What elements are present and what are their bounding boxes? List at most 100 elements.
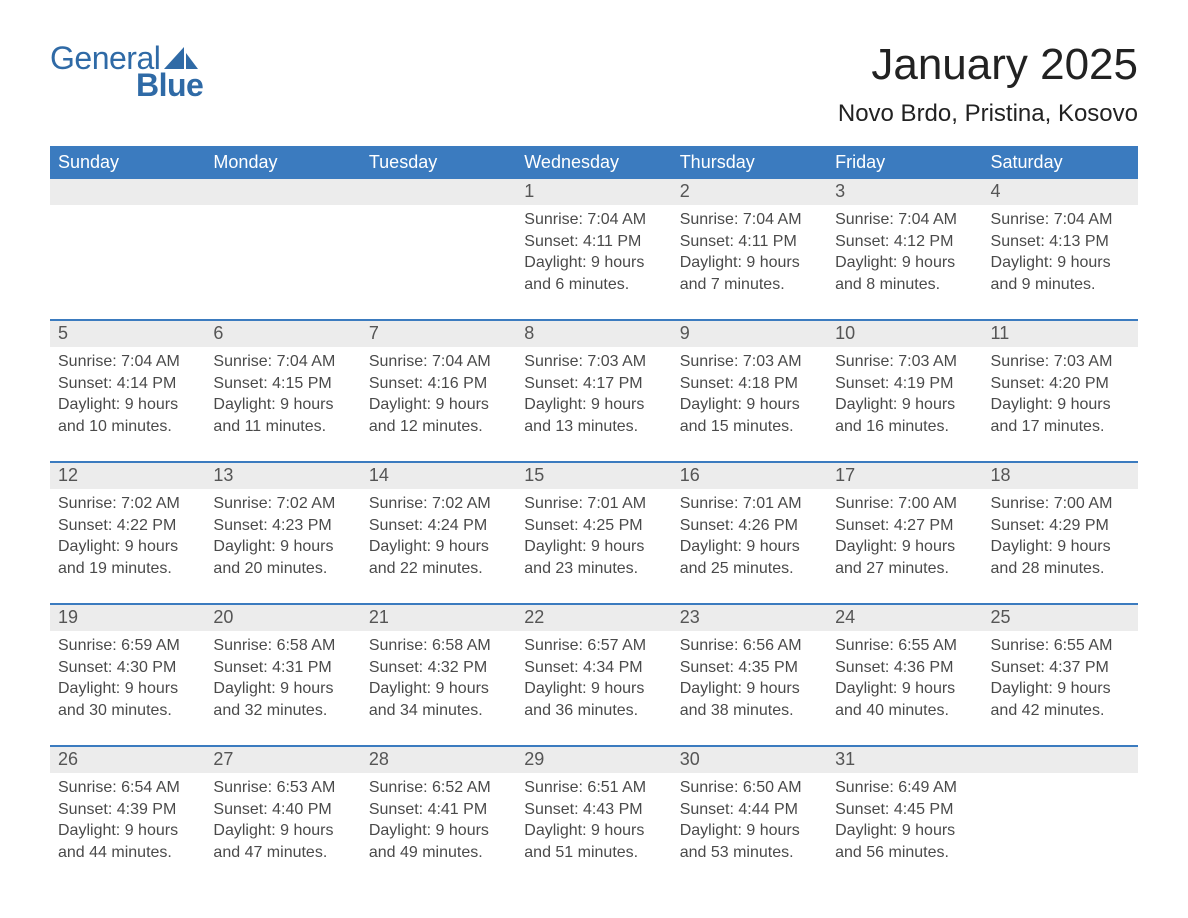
daylight-label: Daylight: (369, 396, 431, 413)
sunset-value: 4:45 PM (894, 801, 954, 818)
cell-body-empty (983, 773, 1138, 887)
date-band-empty (983, 747, 1138, 773)
sunrise-value: 6:58 AM (432, 637, 491, 654)
daylight-line: Daylight: 9 hours and 25 minutes. (680, 536, 819, 579)
cell-body: Sunrise: 6:50 AMSunset: 4:44 PMDaylight:… (672, 773, 827, 887)
sunrise-label: Sunrise: (369, 637, 428, 654)
sunset-line: Sunset: 4:36 PM (835, 657, 974, 679)
sunrise-line: Sunrise: 6:52 AM (369, 777, 508, 799)
sunrise-value: 7:03 AM (1054, 353, 1113, 370)
daylight-line: Daylight: 9 hours and 47 minutes. (213, 820, 352, 863)
sunset-line: Sunset: 4:25 PM (524, 515, 663, 537)
cell-body: Sunrise: 6:54 AMSunset: 4:39 PMDaylight:… (50, 773, 205, 887)
daylight-line: Daylight: 9 hours and 17 minutes. (991, 394, 1130, 437)
sunrise-value: 7:03 AM (743, 353, 802, 370)
daylight-label: Daylight: (991, 538, 1053, 555)
date-number: 21 (361, 605, 516, 631)
calendar-cell (50, 179, 205, 320)
sunset-value: 4:29 PM (1049, 517, 1109, 534)
daylight-line: Daylight: 9 hours and 44 minutes. (58, 820, 197, 863)
sunrise-value: 6:50 AM (743, 779, 802, 796)
sunrise-label: Sunrise: (58, 779, 117, 796)
sunrise-label: Sunrise: (835, 211, 894, 228)
sunrise-value: 7:01 AM (587, 495, 646, 512)
daylight-label: Daylight: (524, 538, 586, 555)
logo: General Blue (50, 40, 203, 104)
daylight-label: Daylight: (369, 680, 431, 697)
daylight-label: Daylight: (680, 254, 742, 271)
sunset-label: Sunset: (991, 659, 1045, 676)
daylight-line: Daylight: 9 hours and 8 minutes. (835, 252, 974, 295)
sunset-value: 4:31 PM (272, 659, 332, 676)
date-number: 19 (50, 605, 205, 631)
sunset-value: 4:24 PM (428, 517, 488, 534)
sunrise-label: Sunrise: (58, 637, 117, 654)
daylight-label: Daylight: (58, 538, 120, 555)
sunrise-label: Sunrise: (369, 495, 428, 512)
sunset-line: Sunset: 4:34 PM (524, 657, 663, 679)
sunrise-line: Sunrise: 7:01 AM (524, 493, 663, 515)
sunrise-line: Sunrise: 7:00 AM (835, 493, 974, 515)
sunset-label: Sunset: (991, 233, 1045, 250)
sunrise-line: Sunrise: 6:53 AM (213, 777, 352, 799)
sunset-value: 4:39 PM (117, 801, 177, 818)
calendar-week-row: 26Sunrise: 6:54 AMSunset: 4:39 PMDayligh… (50, 746, 1138, 887)
calendar-cell: 24Sunrise: 6:55 AMSunset: 4:36 PMDayligh… (827, 604, 982, 746)
daylight-label: Daylight: (213, 396, 275, 413)
daylight-label: Daylight: (524, 822, 586, 839)
sunset-label: Sunset: (213, 801, 267, 818)
weekday-header: Thursday (672, 146, 827, 179)
sunset-line: Sunset: 4:16 PM (369, 373, 508, 395)
calendar-cell: 5Sunrise: 7:04 AMSunset: 4:14 PMDaylight… (50, 320, 205, 462)
sunset-label: Sunset: (369, 659, 423, 676)
sunrise-value: 6:55 AM (898, 637, 957, 654)
sunrise-line: Sunrise: 6:49 AM (835, 777, 974, 799)
calendar-cell: 22Sunrise: 6:57 AMSunset: 4:34 PMDayligh… (516, 604, 671, 746)
sunrise-line: Sunrise: 6:56 AM (680, 635, 819, 657)
daylight-label: Daylight: (835, 396, 897, 413)
date-number: 17 (827, 463, 982, 489)
daylight-line: Daylight: 9 hours and 12 minutes. (369, 394, 508, 437)
date-number: 3 (827, 179, 982, 205)
sunrise-value: 7:01 AM (743, 495, 802, 512)
sunset-label: Sunset: (369, 375, 423, 392)
cell-body: Sunrise: 6:51 AMSunset: 4:43 PMDaylight:… (516, 773, 671, 887)
daylight-line: Daylight: 9 hours and 16 minutes. (835, 394, 974, 437)
cell-body: Sunrise: 6:55 AMSunset: 4:37 PMDaylight:… (983, 631, 1138, 745)
daylight-label: Daylight: (680, 538, 742, 555)
sunset-value: 4:18 PM (738, 375, 798, 392)
sunrise-label: Sunrise: (835, 353, 894, 370)
sunrise-label: Sunrise: (835, 495, 894, 512)
sunrise-value: 7:03 AM (898, 353, 957, 370)
date-number: 15 (516, 463, 671, 489)
sunset-label: Sunset: (835, 233, 889, 250)
cell-body: Sunrise: 6:56 AMSunset: 4:35 PMDaylight:… (672, 631, 827, 745)
sunset-label: Sunset: (524, 659, 578, 676)
sunset-value: 4:17 PM (583, 375, 643, 392)
sunset-line: Sunset: 4:22 PM (58, 515, 197, 537)
sunrise-label: Sunrise: (58, 353, 117, 370)
cell-body: Sunrise: 6:58 AMSunset: 4:31 PMDaylight:… (205, 631, 360, 745)
calendar-cell: 27Sunrise: 6:53 AMSunset: 4:40 PMDayligh… (205, 746, 360, 887)
cell-body: Sunrise: 6:49 AMSunset: 4:45 PMDaylight:… (827, 773, 982, 887)
sunset-value: 4:44 PM (738, 801, 798, 818)
daylight-line: Daylight: 9 hours and 20 minutes. (213, 536, 352, 579)
sunrise-value: 7:04 AM (898, 211, 957, 228)
date-number: 4 (983, 179, 1138, 205)
calendar-week-row: 19Sunrise: 6:59 AMSunset: 4:30 PMDayligh… (50, 604, 1138, 746)
sunrise-value: 6:55 AM (1054, 637, 1113, 654)
weekday-header: Monday (205, 146, 360, 179)
sunset-label: Sunset: (835, 517, 889, 534)
sunset-value: 4:19 PM (894, 375, 954, 392)
sunset-line: Sunset: 4:15 PM (213, 373, 352, 395)
sunrise-value: 7:00 AM (1054, 495, 1113, 512)
sunrise-value: 7:04 AM (277, 353, 336, 370)
calendar-cell: 13Sunrise: 7:02 AMSunset: 4:23 PMDayligh… (205, 462, 360, 604)
daylight-line: Daylight: 9 hours and 27 minutes. (835, 536, 974, 579)
sunrise-label: Sunrise: (58, 495, 117, 512)
cell-body: Sunrise: 7:03 AMSunset: 4:18 PMDaylight:… (672, 347, 827, 461)
date-number: 14 (361, 463, 516, 489)
sunrise-line: Sunrise: 6:59 AM (58, 635, 197, 657)
daylight-line: Daylight: 9 hours and 32 minutes. (213, 678, 352, 721)
daylight-line: Daylight: 9 hours and 34 minutes. (369, 678, 508, 721)
